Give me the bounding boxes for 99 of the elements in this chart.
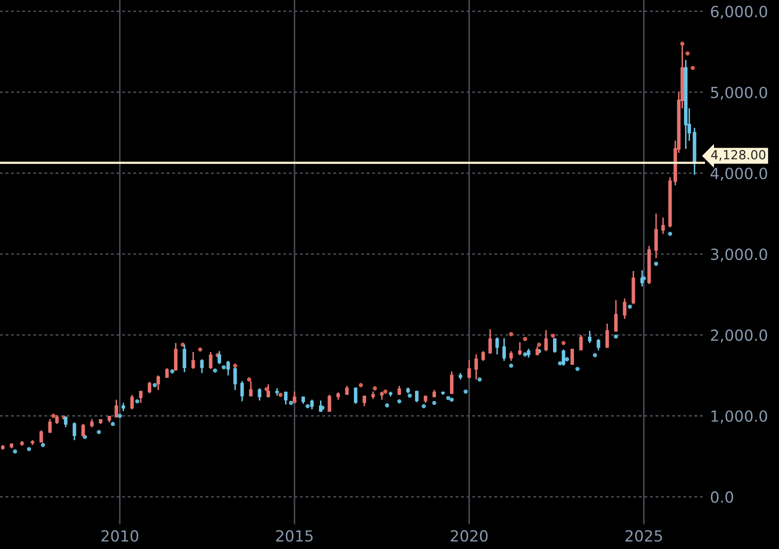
point (198, 347, 202, 352)
point (12, 449, 18, 454)
y-tick-label: 2,000.0 (710, 329, 768, 343)
point (564, 357, 570, 362)
point (51, 414, 56, 418)
candlestick (284, 390, 288, 406)
point (628, 304, 632, 309)
point (152, 383, 157, 388)
candlestick (502, 338, 506, 362)
point (561, 340, 566, 346)
candlestick (579, 334, 583, 352)
candlestick (614, 299, 618, 332)
candlestick (48, 418, 52, 434)
candlestick (495, 336, 499, 356)
candlestick (165, 367, 169, 379)
point (40, 442, 46, 448)
candlestick (622, 298, 626, 320)
candlestick (596, 338, 600, 352)
point (550, 334, 556, 338)
candlestick (661, 216, 665, 235)
point (592, 353, 598, 358)
point (509, 364, 514, 368)
candlestick (450, 370, 454, 395)
candlestick (249, 380, 253, 398)
point (464, 390, 468, 394)
candlestick (488, 328, 492, 354)
point (212, 368, 218, 373)
candlestick (509, 350, 513, 362)
point (96, 430, 101, 434)
point (408, 394, 412, 398)
point (118, 414, 122, 418)
y-tick-label: 4,000.0 (710, 168, 768, 181)
point (478, 377, 482, 382)
y-tick-label: 6,000.0 (710, 6, 768, 19)
candlestick (362, 394, 366, 407)
candlestick (415, 390, 419, 403)
point (536, 342, 542, 347)
candlestick (553, 338, 557, 354)
candlestick (570, 348, 574, 366)
point (509, 332, 514, 336)
candlestick (148, 381, 152, 394)
point (432, 400, 436, 406)
candlestick (191, 351, 195, 370)
candlestick (684, 59, 688, 150)
y-tick-label: 0.0 (710, 491, 734, 503)
candlestick (518, 342, 522, 356)
point (446, 396, 450, 400)
point (558, 361, 562, 366)
ref-line-label: 4,128.00 (711, 150, 766, 161)
point (668, 232, 672, 236)
candlestick (647, 245, 651, 285)
candlestick (39, 430, 43, 444)
point (26, 446, 32, 452)
point (110, 422, 115, 426)
candlestick (654, 212, 658, 259)
candlestick (605, 322, 609, 349)
point (278, 392, 283, 397)
candlestick (72, 422, 76, 441)
candlestick (208, 351, 212, 370)
point (614, 334, 618, 339)
candlestick (467, 359, 471, 380)
candlestick (200, 358, 204, 374)
candlestick (328, 394, 332, 413)
point (247, 377, 252, 382)
point (170, 369, 174, 374)
candlestick (588, 330, 592, 344)
y-tick-label: 3,000.0 (711, 248, 768, 262)
candlestick (692, 127, 696, 176)
point (685, 51, 690, 56)
y-tick-label: 1,000.0 (712, 410, 768, 424)
point (690, 66, 695, 70)
point (358, 383, 363, 388)
point (575, 366, 580, 372)
point (372, 386, 377, 390)
x-tick-label: 2010 (102, 530, 138, 542)
point (288, 400, 294, 406)
candlestick (130, 394, 134, 410)
point (385, 403, 390, 408)
candlestick (258, 388, 262, 402)
x-tick-label: 2020 (450, 530, 488, 542)
point (422, 404, 426, 408)
candlestick (544, 329, 548, 352)
point (654, 262, 658, 266)
point (222, 365, 226, 370)
y-tick-label: 5,000.0 (711, 86, 768, 100)
point (306, 404, 310, 408)
x-tick-label: 2025 (626, 530, 662, 542)
candlestick (481, 350, 485, 362)
point (450, 398, 454, 402)
candlestick (240, 380, 244, 402)
point (135, 399, 140, 404)
point (383, 390, 388, 394)
x-tick-label: 2015 (276, 530, 313, 542)
point (522, 336, 528, 342)
point (233, 364, 238, 368)
candlestick (632, 270, 636, 305)
point (522, 352, 528, 356)
candlestick (354, 386, 358, 404)
point (397, 399, 402, 404)
